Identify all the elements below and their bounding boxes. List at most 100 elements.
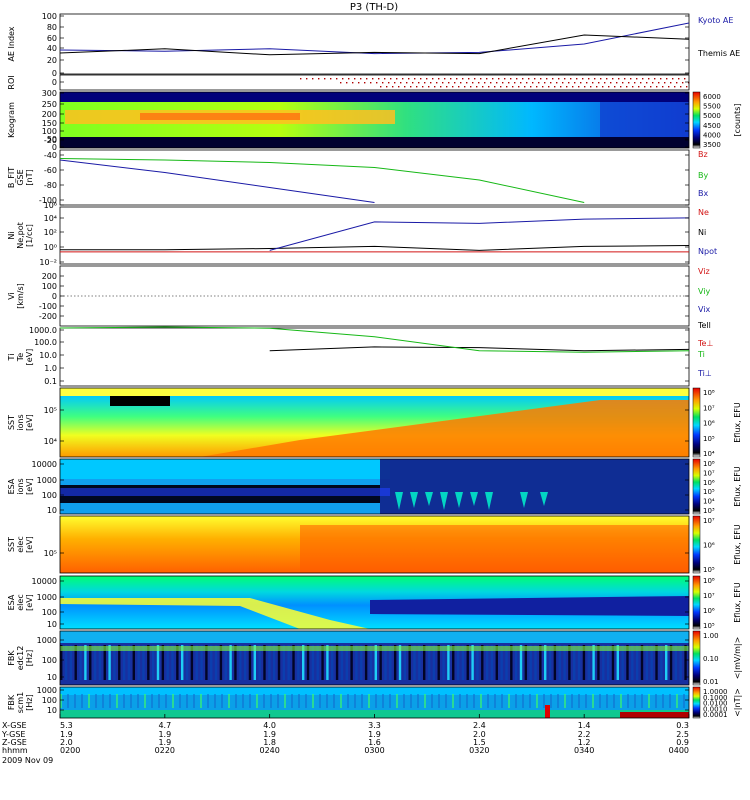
roi-dot	[510, 78, 512, 80]
fbk-b-stripe	[480, 694, 482, 708]
roi-dot	[364, 82, 366, 84]
fbk-scm1-red-corner	[620, 712, 689, 718]
fbk-b-stripe	[501, 694, 503, 708]
fbk-e-stripe	[103, 645, 106, 680]
fbk-e-stripe	[93, 645, 97, 680]
fbk-e-stripe	[243, 645, 247, 680]
roi-dot	[424, 82, 426, 84]
fbk-b-stripe	[130, 694, 132, 708]
roi-dot	[360, 78, 362, 80]
roi-dot	[444, 78, 446, 80]
roi-dot	[416, 86, 418, 88]
fbk-b-stripe	[277, 694, 279, 708]
colorbar-tick-keogram: 4000	[703, 131, 721, 139]
fbk-b-stripe	[452, 694, 454, 708]
fbk-e-stripe	[592, 645, 595, 680]
ylabel-keogram: Keogram	[7, 102, 16, 138]
roi-dot	[348, 78, 350, 80]
ylabel-esa_e: elec	[16, 594, 25, 610]
fbk-e-stripe	[611, 645, 615, 680]
fbk-e-stripe	[98, 645, 102, 680]
fbk-e-stripe	[529, 645, 532, 680]
ylabel-ae: AE Index	[7, 26, 16, 61]
fbk-e-stripe	[316, 645, 319, 680]
esa-finger	[485, 492, 493, 510]
legend-temperature: Te⊥	[697, 339, 713, 348]
roi-dot	[588, 78, 590, 80]
roi-dot	[662, 86, 664, 88]
fbk-b-stripe	[354, 694, 356, 708]
roi-dot	[506, 86, 508, 88]
roi-dot	[534, 78, 536, 80]
ytick-fbk_e: 100	[42, 656, 57, 665]
fbk-b-stripe	[620, 694, 622, 708]
roi-dot	[646, 82, 648, 84]
fbk-e-stripe	[190, 645, 194, 680]
fbk-e-stripe	[369, 645, 373, 680]
roi-dot	[612, 78, 614, 80]
esa-finger	[470, 492, 478, 506]
fbk-b-stripe	[116, 694, 118, 708]
roi-dot	[336, 78, 338, 80]
fbk-e-stripe	[621, 645, 624, 680]
ytick-keogram: 250	[42, 100, 57, 109]
ytick-ae: 40	[47, 44, 57, 53]
roi-dot	[342, 78, 344, 80]
fbk-b-stripe	[158, 694, 160, 708]
roi-dot	[340, 82, 342, 84]
ytick-fbk_b: 10	[47, 706, 57, 715]
ytick-fbk_e: 1000	[37, 636, 57, 645]
roi-dot	[664, 82, 666, 84]
roi-dot	[682, 82, 684, 84]
legend-temperature: Ti⊥	[697, 369, 712, 378]
fbk-e-stripe	[485, 645, 489, 680]
fbk-b-stripe	[550, 694, 552, 708]
ytick-velocity: 200	[42, 272, 57, 281]
fbk-b-stripe	[417, 694, 419, 708]
fbk-e-stripe	[413, 645, 416, 680]
colorbar-tick-esa_e: 10⁵	[703, 622, 715, 630]
roi-dot	[408, 78, 410, 80]
ylabel-fbk_b: scm1	[16, 692, 25, 713]
roi-dot	[452, 86, 454, 88]
legend-bfit: By	[698, 171, 708, 180]
roi-dot	[650, 86, 652, 88]
colorbar-label-sst_e: Eflux, EFU	[733, 524, 742, 565]
fbk-e-stripe	[253, 645, 256, 680]
roi-dot	[378, 78, 380, 80]
fbk-b-stripe	[438, 694, 440, 708]
colorbar-tick-fbk_b: 0.0001	[703, 711, 728, 719]
roi-dot	[616, 82, 618, 84]
fbk-b-stripe	[60, 694, 62, 708]
colorbar-keogram	[692, 91, 701, 149]
roi-dot	[574, 82, 576, 84]
roi-dot	[494, 86, 496, 88]
ytick-sst_i: 10⁵	[44, 406, 57, 415]
roi-dot	[638, 86, 640, 88]
fbk-e-stripe	[674, 645, 678, 680]
roi-dot	[358, 82, 360, 84]
colorbar-label-sst_i: Eflux, EFU	[733, 402, 742, 443]
xaxis-y-gse: 2.5	[676, 730, 689, 739]
fbk-b-stripe	[333, 694, 335, 708]
sst-ions-dark-cells	[110, 396, 170, 406]
fbk-b-stripe	[669, 694, 671, 708]
fbk-b-stripe	[102, 694, 104, 708]
roi-dot	[306, 78, 308, 80]
fbk-e-stripe	[539, 645, 542, 680]
sst-elec-hot	[300, 525, 689, 573]
roi-dots	[300, 78, 690, 88]
fbk-b-stripe	[137, 694, 139, 708]
fbk-e-stripe	[640, 645, 644, 680]
fbk-e-stripe	[234, 645, 237, 680]
roi-dot	[564, 78, 566, 80]
legend-bfit: Bx	[698, 189, 708, 198]
ytick-esa_i: 1000	[37, 476, 57, 485]
fbk-b-stripe	[655, 694, 657, 708]
roi-panel-bg	[60, 75, 689, 90]
ylabel-esa_e: ESA	[7, 594, 16, 610]
roi-dot	[654, 78, 656, 80]
fbk-e-stripe	[219, 645, 223, 680]
roi-dot	[592, 82, 594, 84]
roi-dot	[684, 78, 686, 80]
